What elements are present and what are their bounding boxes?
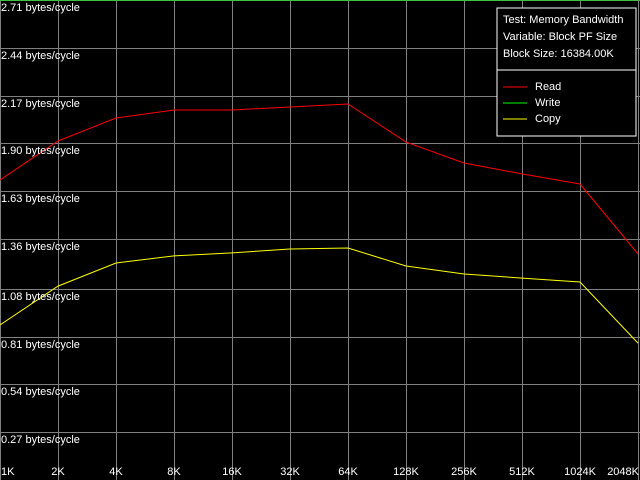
x-tick-label: 4K	[109, 466, 123, 478]
legend-box	[496, 7, 637, 137]
legend-info: Test: Memory Bandwidth	[503, 14, 623, 26]
y-tick-label: 0.27 bytes/cycle	[1, 434, 80, 446]
x-tick-label: 16K	[222, 466, 242, 478]
y-tick-label: 0.54 bytes/cycle	[1, 386, 80, 398]
x-tick-label: 1K	[1, 466, 15, 478]
y-tick-label: 1.36 bytes/cycle	[1, 241, 80, 253]
x-tick-label: 256K	[451, 466, 477, 478]
legend-label: Read	[535, 81, 561, 93]
x-tick-label: 2K	[51, 466, 65, 478]
y-tick-label: 2.44 bytes/cycle	[1, 50, 80, 62]
y-tick-label: 2.17 bytes/cycle	[1, 98, 80, 110]
legend-info: Block Size: 16384.00K	[503, 48, 614, 60]
legend-label: Copy	[535, 113, 561, 125]
legend-info: Variable: Block PF Size	[503, 31, 617, 43]
y-tick-label: 1.63 bytes/cycle	[1, 193, 80, 205]
legend: Test: Memory Bandwidth Variable: Block PF…	[496, 7, 637, 137]
plot-lines	[0, 0, 639, 344]
legend-label: Write	[535, 97, 560, 109]
x-tick-label: 8K	[167, 466, 181, 478]
y-tick-label: 1.90 bytes/cycle	[1, 145, 80, 157]
y-tick-label: 2.71 bytes/cycle	[1, 2, 80, 14]
y-tick-label: 1.08 bytes/cycle	[1, 291, 80, 303]
series-line	[0, 103, 639, 255]
x-tick-label: 128K	[393, 466, 419, 478]
x-tick-label: 2048K	[607, 466, 639, 478]
y-tick-label: 0.81 bytes/cycle	[1, 339, 80, 351]
x-tick-label: 64K	[338, 466, 358, 478]
x-tick-label: 32K	[280, 466, 300, 478]
x-tick-label: 512K	[509, 466, 535, 478]
x-tick-label: 1024K	[564, 466, 596, 478]
series-line	[0, 247, 639, 344]
